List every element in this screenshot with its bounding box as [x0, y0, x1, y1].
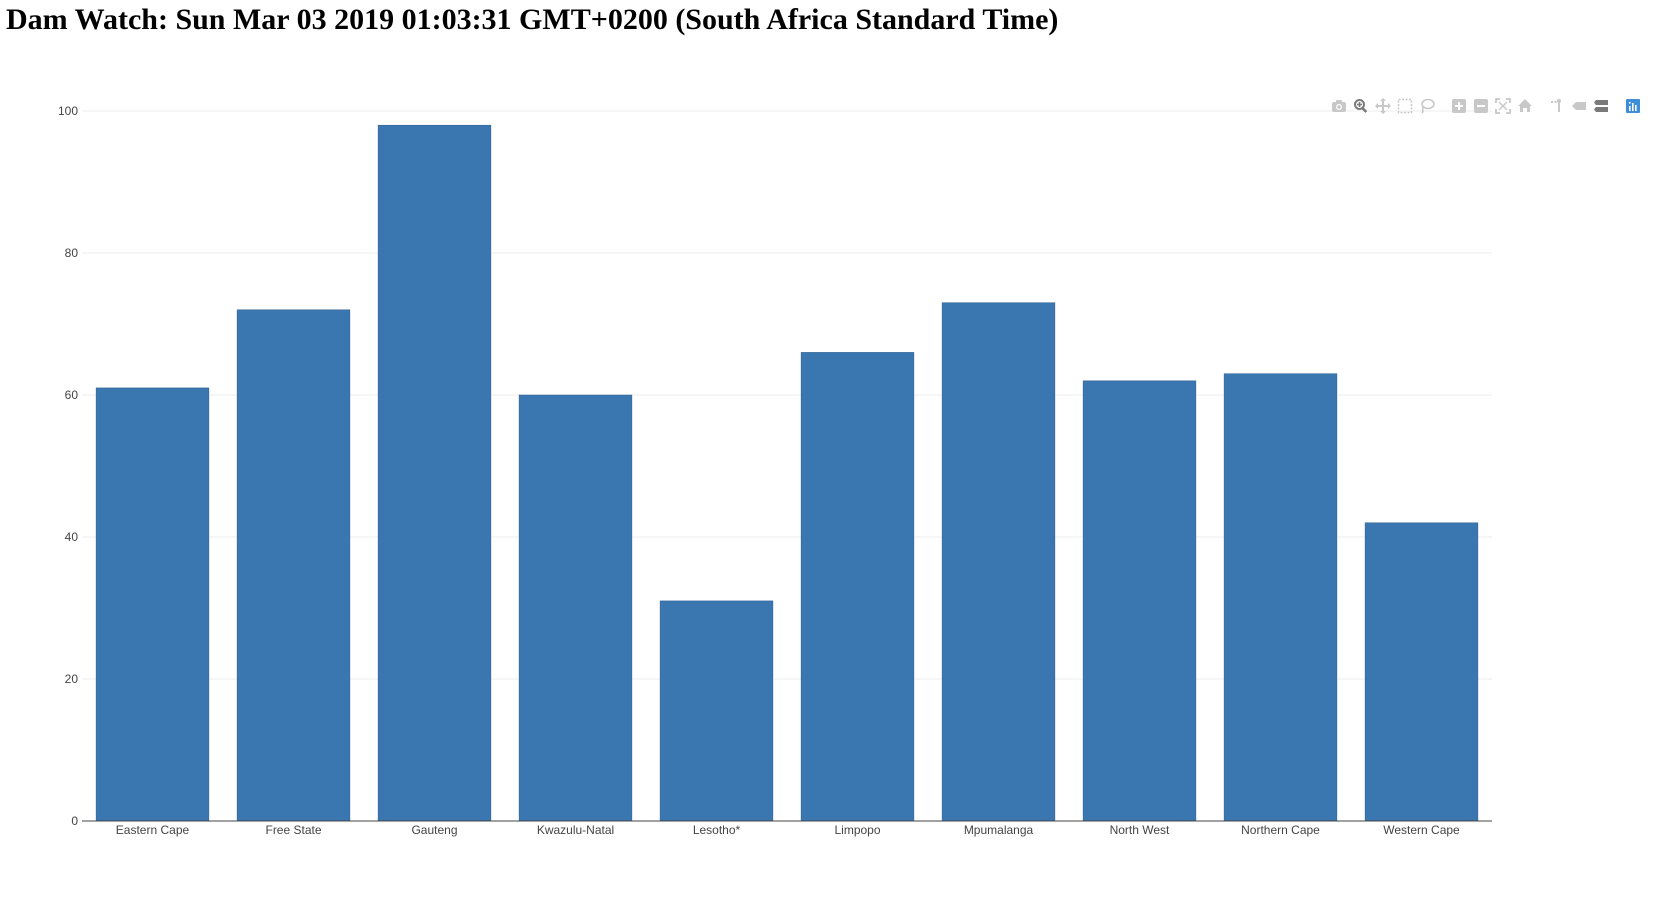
hover-compare-icon — [1594, 100, 1608, 112]
bar-lesotho[interactable] — [659, 600, 774, 822]
zoom-button[interactable] — [1352, 97, 1370, 115]
lasso-select-button[interactable] — [1418, 97, 1436, 115]
download-plot-button[interactable] — [1330, 97, 1348, 115]
chart-modebar — [1328, 94, 1654, 118]
bar-gauteng[interactable] — [377, 124, 492, 822]
toggle-spike-lines-icon — [1551, 99, 1561, 112]
toggle-spike-lines-button[interactable] — [1548, 97, 1566, 115]
modebar-group-zoom — [1448, 97, 1536, 115]
modebar-group-hover — [1546, 97, 1612, 115]
autoscale-icon — [1495, 98, 1511, 114]
reset-axes-button[interactable] — [1516, 97, 1534, 115]
hover-closest-button[interactable] — [1570, 97, 1588, 115]
x-tick-label: Free State — [265, 823, 321, 837]
pan-button[interactable] — [1374, 97, 1392, 115]
x-tick-label: Lesotho* — [693, 823, 741, 837]
x-tick-label: Eastern Cape — [116, 823, 190, 837]
x-tick-label: Kwazulu-Natal — [537, 823, 614, 837]
box-select-button[interactable] — [1396, 97, 1414, 115]
x-tick-label: Western Cape — [1383, 823, 1460, 837]
hover-compare-button[interactable] — [1592, 97, 1610, 115]
x-tick-label: Gauteng — [411, 823, 457, 837]
zoom-out-button[interactable] — [1472, 97, 1490, 115]
modebar-group-logo — [1622, 97, 1644, 115]
bar-free-state[interactable] — [236, 309, 351, 822]
y-tick-label: 60 — [65, 388, 79, 402]
y-tick-label: 80 — [65, 246, 79, 260]
zoom-out-icon — [1474, 99, 1488, 113]
y-tick-label: 100 — [58, 104, 78, 118]
bar-kwazulu-natal[interactable] — [518, 394, 633, 822]
plotly-logo-icon — [1626, 99, 1640, 113]
bar-mpumalanga[interactable] — [941, 302, 1056, 822]
x-tick-label: Northern Cape — [1241, 823, 1320, 837]
bar-western-cape[interactable] — [1364, 522, 1479, 822]
x-tick-label: North West — [1110, 823, 1170, 837]
reset-axes-icon — [1518, 99, 1532, 112]
download-plot-icon — [1332, 100, 1346, 112]
zoom-in-icon — [1452, 99, 1466, 113]
box-select-icon — [1397, 98, 1413, 114]
plotly-logo-link[interactable] — [1624, 97, 1642, 115]
bar-northern-cape[interactable] — [1223, 373, 1338, 822]
x-tick-labels: Eastern Cape Free State Gauteng Kwazulu-Nat… — [116, 823, 1460, 837]
bar-limpopo[interactable] — [800, 352, 915, 822]
y-tick-label: 20 — [65, 672, 79, 686]
page-title: Dam Watch: Sun Mar 03 2019 01:03:31 GMT+… — [6, 3, 1059, 36]
y-tick-label: 40 — [65, 530, 79, 544]
hover-closest-icon — [1572, 102, 1586, 110]
x-tick-label: Limpopo — [834, 823, 880, 837]
autoscale-button[interactable] — [1494, 97, 1512, 115]
bar-eastern-cape[interactable] — [95, 387, 210, 822]
bars — [95, 124, 1479, 822]
lasso-select-icon — [1421, 98, 1435, 114]
modebar-group-tools — [1328, 97, 1438, 115]
zoom-in-button[interactable] — [1450, 97, 1468, 115]
pan-icon — [1375, 98, 1391, 114]
bar-north-west[interactable] — [1082, 380, 1197, 822]
y-tick-labels: 0 20 40 60 80 100 — [58, 104, 78, 828]
zoom-icon — [1354, 99, 1368, 113]
y-tick-label: 0 — [71, 814, 78, 828]
x-tick-label: Mpumalanga — [964, 823, 1034, 837]
